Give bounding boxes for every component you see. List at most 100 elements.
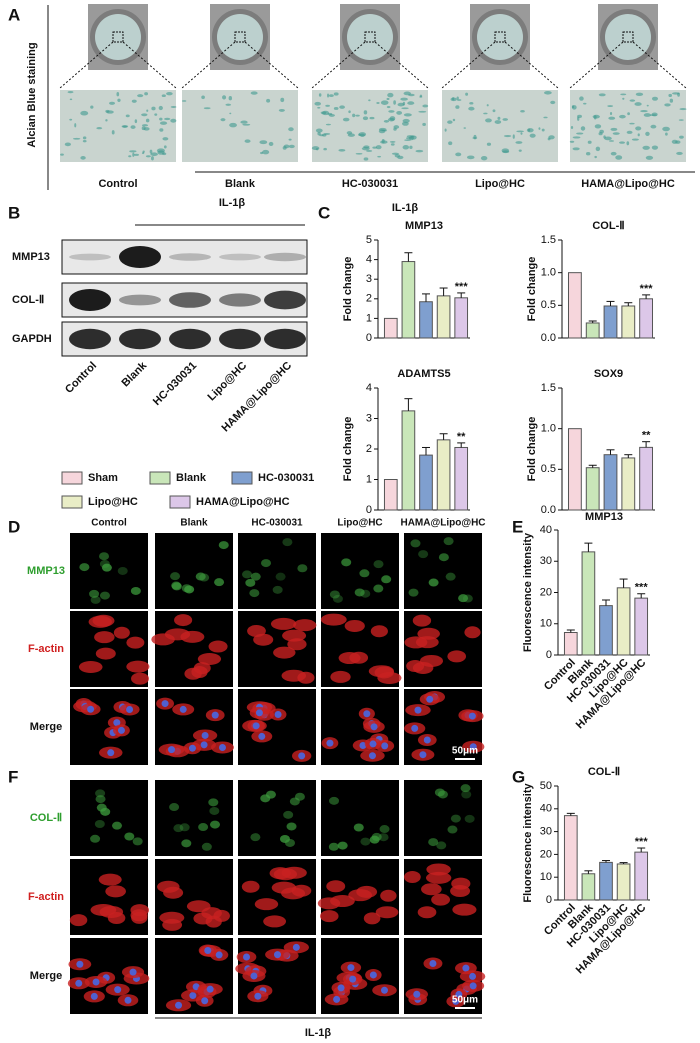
legend-swatch	[149, 471, 171, 485]
cell	[79, 563, 90, 572]
cell	[281, 866, 307, 879]
scale-label: 50μm	[452, 746, 478, 757]
cell	[282, 629, 307, 642]
stain	[494, 120, 502, 124]
nucleus	[124, 996, 132, 1004]
cell	[281, 669, 307, 682]
stain	[363, 110, 368, 115]
stain	[456, 96, 459, 100]
stain	[319, 134, 324, 137]
stain	[150, 156, 154, 161]
stain	[456, 99, 462, 101]
cell	[247, 624, 266, 637]
stain	[358, 133, 361, 136]
stain	[288, 127, 294, 132]
stain	[486, 142, 492, 146]
legend-swatch	[61, 471, 83, 485]
nucleus	[107, 749, 115, 757]
stain	[610, 127, 618, 131]
cell	[170, 572, 181, 581]
nucleus	[161, 700, 169, 708]
stain	[90, 105, 94, 109]
nucleus	[90, 992, 98, 1000]
column-label: HAMA@Lipo@HC	[400, 518, 485, 529]
stain	[518, 149, 522, 152]
stain	[158, 105, 163, 111]
band	[219, 293, 261, 307]
stain	[141, 113, 148, 117]
cell	[173, 824, 184, 833]
stain	[455, 105, 460, 109]
band	[264, 252, 306, 262]
stain	[571, 105, 577, 110]
stain	[181, 100, 187, 102]
cell	[360, 837, 371, 846]
stain	[134, 119, 138, 124]
cell	[101, 563, 112, 572]
nucleus	[326, 739, 334, 747]
y-axis-label: Fluorescence intensity	[522, 532, 534, 652]
stain	[149, 149, 153, 154]
y-tick-label: 10	[540, 871, 552, 883]
stain	[393, 100, 396, 105]
zoom-image	[182, 90, 298, 162]
stain	[550, 100, 556, 105]
cell	[438, 553, 449, 562]
cell	[209, 806, 220, 815]
stain	[402, 121, 409, 126]
stain	[668, 93, 673, 98]
stain	[121, 125, 129, 128]
micrograph	[238, 780, 316, 856]
row-label: Merge	[30, 721, 62, 733]
stain	[594, 124, 602, 129]
cell	[378, 833, 389, 842]
stain	[604, 136, 612, 141]
cell	[458, 594, 469, 603]
stain	[583, 102, 587, 105]
stain	[627, 112, 630, 116]
stain	[156, 148, 165, 153]
cell	[353, 823, 364, 832]
stain	[410, 135, 417, 140]
stain	[170, 118, 177, 123]
cell	[162, 918, 183, 931]
nucleus	[274, 710, 282, 718]
cell	[330, 895, 355, 908]
stain	[368, 99, 371, 102]
cell	[369, 835, 380, 844]
stain	[579, 96, 584, 101]
stain	[162, 137, 169, 141]
bar	[639, 446, 654, 511]
nucleus	[455, 990, 463, 998]
treatment-label: IL-1β	[305, 1027, 332, 1039]
column-label: Blank	[180, 518, 208, 529]
bar	[585, 322, 600, 339]
stain	[418, 110, 427, 113]
cell	[286, 822, 297, 831]
stain	[422, 104, 429, 108]
cell	[450, 885, 471, 898]
cell	[450, 814, 461, 823]
stain	[143, 127, 150, 131]
row-label: MMP13	[27, 565, 65, 577]
stain	[64, 142, 71, 147]
stain	[646, 104, 649, 107]
stain	[342, 117, 350, 122]
stain	[266, 98, 271, 103]
chart-title: COL-Ⅱ	[588, 766, 620, 778]
dish-well	[605, 14, 651, 60]
stain	[679, 108, 687, 111]
cell	[130, 586, 141, 595]
cell	[348, 889, 373, 902]
stain	[314, 101, 321, 106]
lane-label: HC-030031	[151, 360, 199, 408]
stain	[375, 145, 382, 150]
nucleus	[188, 744, 196, 752]
band	[119, 294, 161, 306]
stain	[610, 151, 617, 156]
bar	[621, 305, 636, 339]
stain	[315, 128, 323, 133]
stain	[587, 140, 592, 144]
stain	[447, 120, 453, 124]
y-tick-label: 1.5	[541, 234, 556, 246]
